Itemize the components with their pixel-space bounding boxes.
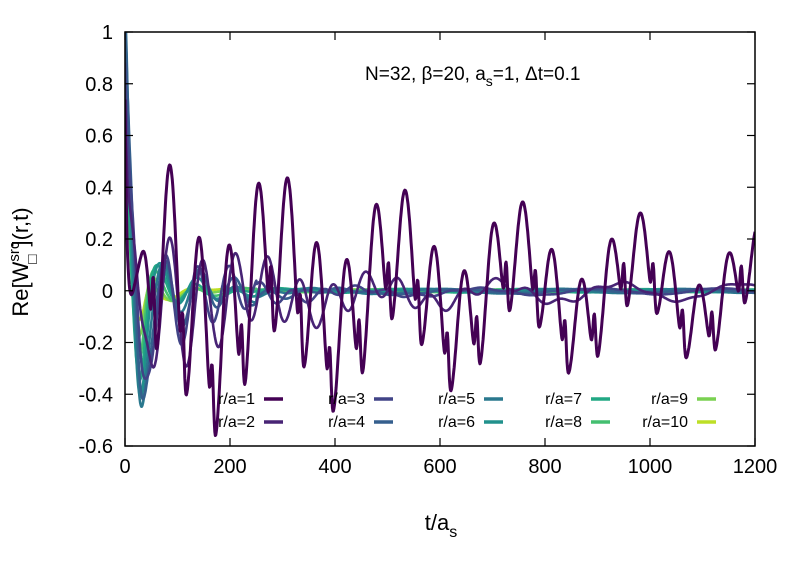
y-tick-label: -0.6 (79, 436, 113, 458)
legend-label: r/a=7 (545, 391, 582, 408)
legend-label: r/a=3 (328, 391, 365, 408)
legend-label: r/a=9 (651, 391, 688, 408)
x-tick-label: 1000 (628, 456, 673, 478)
series-line-r-a-6 (125, 32, 755, 399)
series-line-r-a-3 (125, 62, 755, 381)
y-tick-label: 0.4 (85, 177, 113, 199)
legend-label: r/a=8 (545, 414, 582, 431)
x-tick-label: 200 (213, 456, 246, 478)
series-line-r-a-2 (125, 102, 755, 369)
series-layer (125, 32, 755, 437)
x-tick-label: 0 (119, 456, 130, 478)
x-axis-label: t/as (425, 510, 457, 541)
legend-label: r/a=1 (218, 391, 255, 408)
x-tick-label: 1200 (733, 456, 778, 478)
y-tick-label: 1 (102, 22, 113, 44)
ticks-layer: 0 200 400 600 800 1000 1200 1 0.8 0.6 0.4 0.2 0 -0.2 -… (79, 22, 778, 478)
y-tick-label: 0 (102, 281, 113, 303)
y-tick-label: 0.8 (85, 74, 113, 96)
legend-label: r/a=4 (328, 414, 365, 431)
x-tick-label: 400 (318, 456, 351, 478)
legend-label: r/a=10 (642, 414, 688, 431)
legend-label: r/a=5 (438, 391, 475, 408)
y-axis-label: Re[Wsrc□](r,t) (6, 207, 41, 316)
x-tick-label: 600 (423, 456, 456, 478)
legend-label: r/a=6 (438, 414, 475, 431)
y-tick-label: 0.6 (85, 126, 113, 148)
parameter-annotation: N=32, β=20, as=1, Δt=0.1 (365, 64, 581, 89)
series-line-r-a-5 (125, 32, 755, 408)
legend: r/a=1 r/a=2 r/a=3 r/a=4 r/a=5 r/a=6 r/a=7 r/a=8… (218, 391, 716, 431)
y-tick-label: -0.4 (79, 384, 113, 406)
legend-label: r/a=2 (218, 414, 255, 431)
series-line-r-a-1 (125, 99, 755, 437)
x-tick-label: 800 (528, 456, 561, 478)
y-tick-label: -0.2 (79, 333, 113, 355)
y-tick-label: 0.2 (85, 229, 113, 251)
